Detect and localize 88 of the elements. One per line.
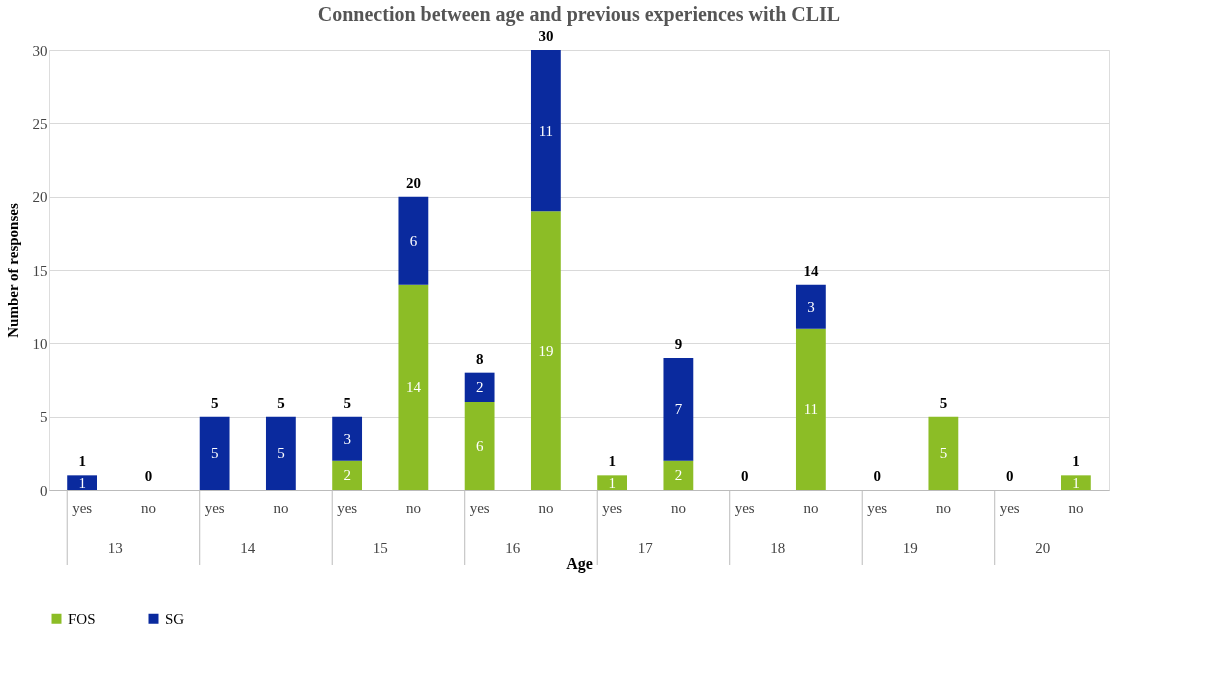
text: 13 (107, 540, 123, 556)
x-tick-label: yes (602, 499, 623, 516)
legend-label: SG (165, 610, 185, 627)
y-tick-label: 20 (32, 189, 48, 206)
chart-title: Connection between age and previous experiences with CLIL (317, 3, 841, 26)
bar (597, 475, 628, 490)
y-tick-label: 15 (32, 262, 48, 279)
total-label: 1 (1072, 453, 1080, 470)
legend-label: FOS (68, 610, 96, 627)
bar (1060, 475, 1091, 490)
total-label: 5 (277, 394, 285, 411)
total-label: 5 (939, 394, 948, 411)
total-label: 0 (873, 468, 881, 484)
data-label: 1 (608, 474, 616, 491)
data-label: 5 (210, 445, 219, 462)
total-label: 14 (803, 262, 819, 279)
y-tick-label: 5 (40, 409, 48, 426)
bar (398, 196, 429, 285)
data-label: 3 (807, 298, 815, 315)
text: 14 (240, 540, 256, 556)
total-label: 0 (740, 468, 749, 484)
total-label: 1 (78, 453, 86, 470)
total-label: 5 (343, 394, 351, 411)
total-label: 0 (1005, 468, 1014, 484)
text: 19 (902, 540, 918, 556)
bar (265, 416, 296, 490)
data-label: 14 (405, 379, 422, 396)
data-label: 11 (538, 122, 554, 139)
bar (464, 402, 495, 490)
bar (464, 372, 495, 402)
data-label: 6 (475, 438, 484, 454)
bar (663, 460, 694, 490)
bar (928, 416, 959, 490)
y-tick-label: 30 (32, 42, 48, 59)
bar (332, 460, 363, 490)
bar (530, 211, 561, 490)
x-tick-label: no (273, 499, 289, 516)
data-label: 2 (475, 379, 484, 396)
y-tick-label: 0 (40, 482, 48, 499)
bar (332, 416, 363, 461)
x-tick-label: yes (734, 499, 755, 516)
data-label: 19 (538, 342, 554, 359)
text: 17 (637, 540, 654, 556)
bar (398, 284, 429, 490)
text: 20 (1035, 540, 1051, 556)
bar (199, 416, 230, 490)
x-tick-label: yes (469, 499, 490, 516)
x-axis-title: Age (566, 554, 593, 573)
y-tick-label: 25 (32, 115, 48, 132)
data-label: 6 (409, 232, 418, 249)
bar (795, 328, 826, 490)
data-label: 5 (939, 445, 948, 462)
total-label: 5 (210, 394, 219, 411)
x-tick-label: yes (337, 499, 358, 516)
data-label: 3 (343, 430, 351, 447)
x-tick-label: yes (867, 499, 888, 516)
bar (67, 475, 98, 490)
text: 15 (372, 540, 388, 556)
bar (795, 284, 826, 329)
bar (663, 358, 694, 461)
text: 16 (505, 540, 521, 556)
text: 18 (770, 540, 786, 556)
y-axis-title: Number of responses (4, 203, 21, 338)
total-label: 30 (538, 28, 554, 44)
total-label: 8 (475, 350, 484, 367)
data-label: 1 (1072, 474, 1080, 491)
data-label: 7 (674, 401, 683, 418)
x-tick-label: no (670, 499, 686, 516)
x-tick-label: no (140, 499, 156, 516)
total-label: 20 (405, 174, 421, 191)
x-tick-label: no (538, 499, 554, 516)
total-label: 9 (674, 336, 683, 352)
data-label: 2 (343, 467, 351, 484)
x-tick-label: yes (999, 499, 1020, 516)
y-tick-label: 10 (32, 335, 48, 352)
x-tick-label: no (1068, 499, 1084, 516)
x-tick-label: no (803, 499, 819, 516)
total-label: 0 (144, 468, 153, 484)
x-tick-label: yes (72, 499, 93, 516)
x-tick-label: yes (204, 499, 225, 516)
bar (530, 50, 561, 212)
x-tick-label: no (405, 499, 421, 516)
data-label: 2 (674, 467, 683, 484)
data-label: 11 (803, 401, 819, 418)
total-label: 1 (608, 453, 616, 470)
x-tick-label: no (935, 499, 951, 516)
data-label: 5 (277, 445, 285, 462)
data-label: 1 (78, 474, 86, 491)
